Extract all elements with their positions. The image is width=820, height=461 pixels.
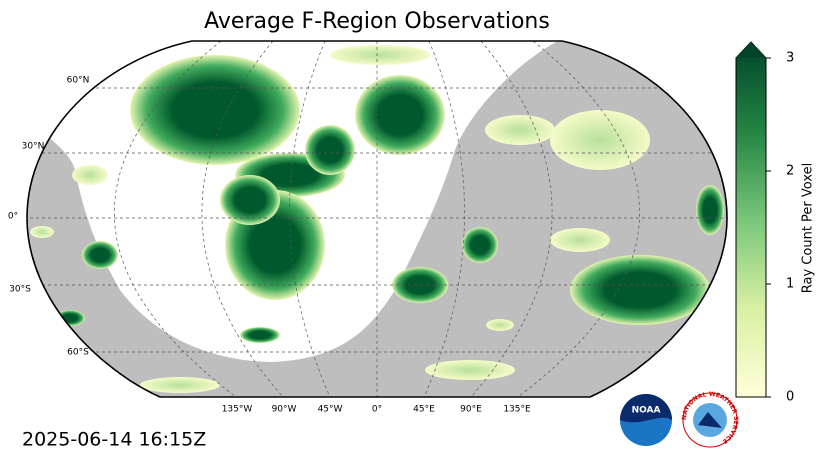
timestamp: 2025-06-14 16:15Z [22,429,206,451]
axis-labels: 60°N 30°N 0° 30°S 60°S 135°W 90°W 45°W 0° 45°E 90°… [8,76,531,415]
lat-label: 30°S [9,285,31,295]
colorbar-label: Ray Count Per Voxel [801,163,816,293]
meridian [423,41,465,397]
lat-label: 60°S [67,348,89,358]
colorbar-tick-label: 1 [786,277,794,292]
lon-label: 45°W [318,405,343,415]
meridian [517,41,640,397]
lat-label: 30°N [22,142,45,152]
noaa-text: NOAA [632,406,661,416]
lon-label: 135°E [503,405,531,415]
lon-label: 90°W [272,405,297,415]
lon-label: 135°W [222,405,253,415]
lat-label: 0° [8,212,18,222]
lat-label: 60°N [67,76,90,86]
lon-label: 0° [372,405,382,415]
title: Average F-Region Observations [204,9,550,34]
lon-label: 45°E [413,405,435,415]
meridian [114,41,237,397]
noaa-logo: NOAA [620,394,672,446]
colorbar-extend [736,42,766,58]
observation-density [30,45,724,393]
colorbar-scale [735,41,767,398]
colorbar-tick-label: 3 [786,51,794,66]
lon-label: 90°E [460,405,482,415]
colorbar: 0 1 2 3 Ray Count Per Voxel [735,41,816,405]
colorbar-tick-label: 2 [786,164,794,179]
colorbar-tick-label: 0 [786,390,794,405]
graticule [27,41,727,397]
meridian [289,41,331,397]
nws-logo: NATIONAL WEATHER SERVICE [681,391,739,448]
